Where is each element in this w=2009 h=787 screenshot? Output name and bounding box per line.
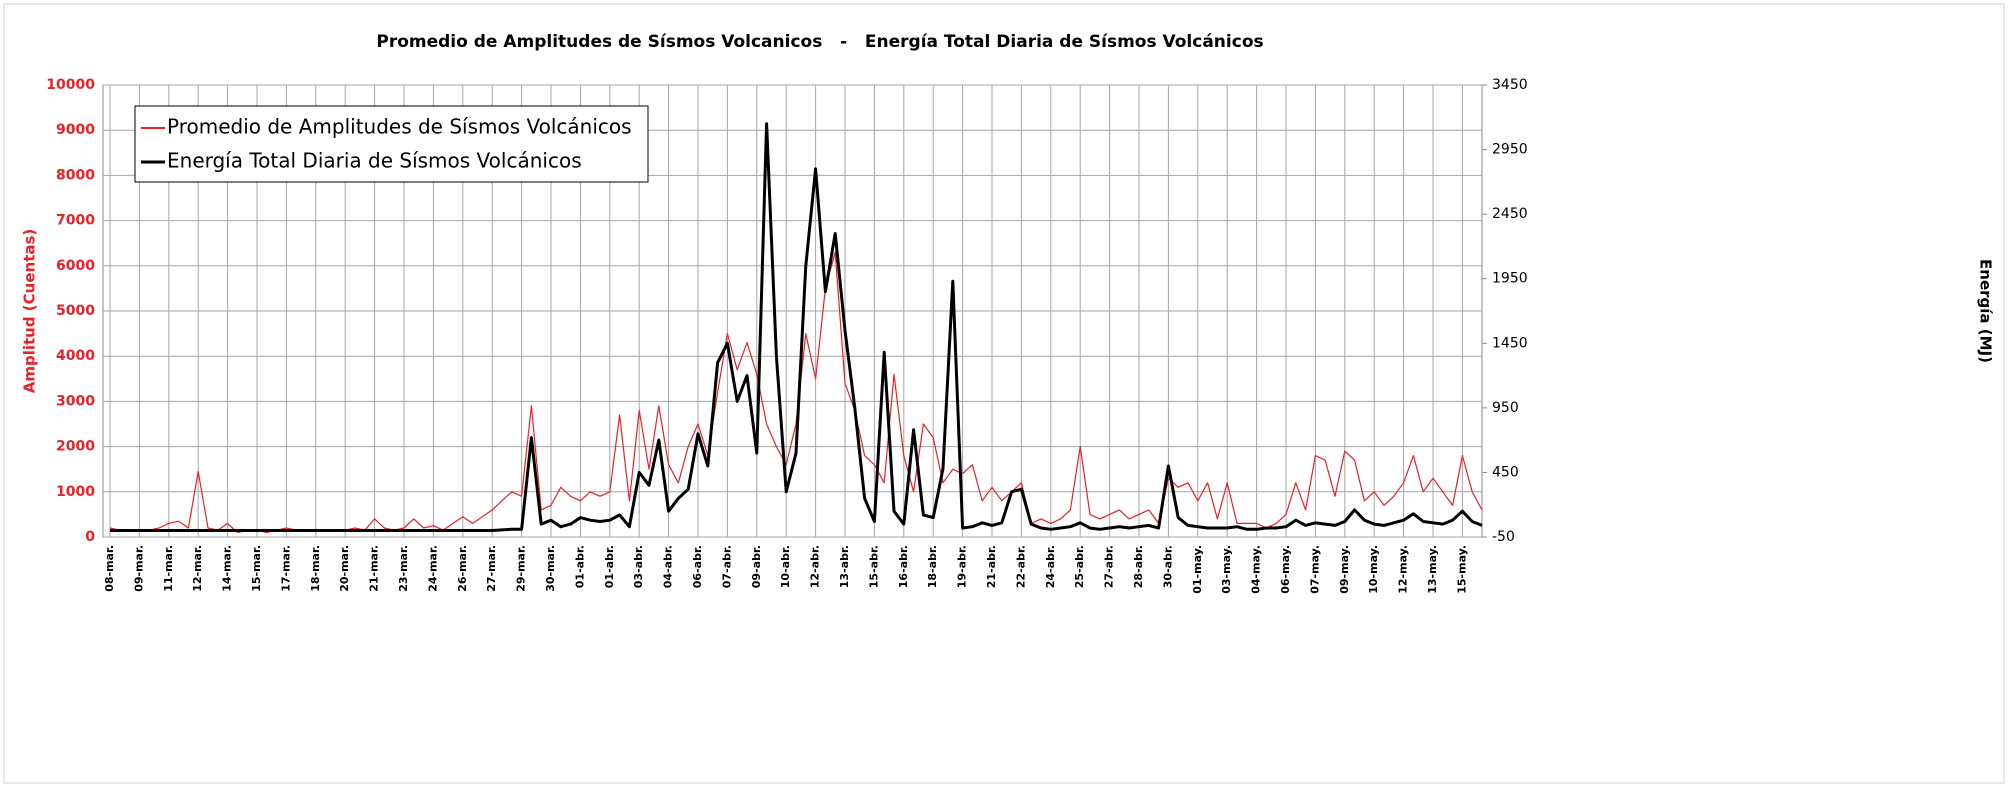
x-tick-label: 09-abr. bbox=[750, 545, 763, 588]
legend-label: Energía Total Diaria de Sísmos Volcánico… bbox=[167, 149, 582, 173]
x-tick-label: 27-mar. bbox=[485, 545, 498, 592]
y2-tick-label: 450 bbox=[1492, 464, 1519, 480]
x-tick-label: 15-mar. bbox=[250, 545, 263, 592]
x-tick-label: 01-abr. bbox=[603, 545, 616, 588]
x-tick-label: 30-mar. bbox=[544, 545, 557, 592]
legend-box bbox=[134, 105, 649, 183]
x-tick-label: 11-mar. bbox=[162, 545, 175, 592]
y-tick-label: 0 bbox=[85, 529, 95, 545]
x-tick-label: 28-abr. bbox=[1132, 545, 1145, 588]
x-tick-label: 30-abr. bbox=[1161, 545, 1174, 588]
x-tick-label: 10-may. bbox=[1367, 545, 1380, 594]
y2-axis-label: Energía (MJ) bbox=[1977, 259, 1995, 363]
x-tick-label: 08-mar. bbox=[103, 545, 116, 592]
y-tick-label: 2000 bbox=[56, 439, 95, 455]
x-tick-label: 03-abr. bbox=[632, 545, 645, 588]
x-tick-label: 25-abr. bbox=[1073, 545, 1086, 588]
y2-tick-label: 1450 bbox=[1492, 335, 1528, 351]
x-tick-label: 01-abr. bbox=[573, 545, 586, 588]
y-tick-label: 4000 bbox=[56, 348, 95, 364]
x-tick-label: 06-may. bbox=[1279, 545, 1292, 594]
x-tick-label: 14-mar. bbox=[221, 545, 234, 592]
x-tick-label: 18-mar. bbox=[309, 545, 322, 592]
x-tick-label: 26-mar. bbox=[456, 545, 469, 592]
x-tick-label: 13-may. bbox=[1426, 545, 1439, 594]
y2-tick-label: 2950 bbox=[1492, 142, 1528, 158]
chart-title: Promedio de Amplitudes de Sísmos Volcani… bbox=[376, 32, 1263, 52]
y-axis-label: Amplitud (Cuentas) bbox=[21, 229, 39, 394]
x-tick-label: 09-may. bbox=[1338, 545, 1351, 594]
x-tick-label: 04-may. bbox=[1250, 545, 1263, 594]
y-tick-label: 6000 bbox=[56, 258, 95, 274]
x-tick-label: 01-may. bbox=[1191, 545, 1204, 594]
x-tick-label: 18-abr. bbox=[926, 545, 939, 588]
y2-tick-label: 3450 bbox=[1492, 77, 1528, 93]
x-tick-label: 24-abr. bbox=[1044, 545, 1057, 588]
x-tick-label: 12-may. bbox=[1397, 545, 1410, 594]
x-tick-label: 20-mar. bbox=[338, 545, 351, 592]
legend-label: Promedio de Amplitudes de Sísmos Volcáni… bbox=[167, 115, 632, 139]
x-tick-label: 06-abr. bbox=[691, 545, 704, 588]
x-tick-label: 21-mar. bbox=[368, 545, 381, 592]
y-tick-label: 1000 bbox=[56, 484, 95, 500]
x-tick-label: 16-abr. bbox=[897, 545, 910, 588]
y2-tick-label: 950 bbox=[1492, 400, 1519, 416]
x-tick-label: 19-abr. bbox=[956, 545, 969, 588]
x-tick-label: 12-mar. bbox=[191, 545, 204, 592]
x-tick-label: 07-may. bbox=[1308, 545, 1321, 594]
y-tick-label: 8000 bbox=[56, 167, 95, 183]
x-tick-label: 03-may. bbox=[1220, 545, 1233, 594]
x-tick-label: 07-abr. bbox=[720, 545, 733, 588]
x-tick-label: 27-abr. bbox=[1103, 545, 1116, 588]
x-tick-label: 29-mar. bbox=[515, 545, 528, 592]
x-tick-label: 04-abr. bbox=[662, 545, 675, 588]
x-tick-label: 09-mar. bbox=[132, 545, 145, 592]
x-tick-label: 23-mar. bbox=[397, 545, 410, 592]
x-tick-label: 15-may. bbox=[1455, 545, 1468, 594]
y-tick-label: 7000 bbox=[56, 213, 95, 229]
x-tick-label: 13-abr. bbox=[838, 545, 851, 588]
x-tick-label: 21-abr. bbox=[985, 545, 998, 588]
x-tick-label: 12-abr. bbox=[809, 545, 822, 588]
y-tick-label: 3000 bbox=[56, 393, 95, 409]
x-tick-label: 17-mar. bbox=[279, 545, 292, 592]
y-tick-label: 9000 bbox=[56, 122, 95, 138]
series-line bbox=[110, 122, 1483, 532]
y2-tick-label: 2450 bbox=[1492, 206, 1528, 222]
y-tick-label: 5000 bbox=[56, 303, 95, 319]
y2-tick-label: -50 bbox=[1492, 529, 1515, 545]
x-tick-label: 22-abr. bbox=[1014, 545, 1027, 588]
y-tick-label: 10000 bbox=[46, 77, 95, 93]
x-tick-label: 24-mar. bbox=[426, 545, 439, 592]
x-tick-label: 10-abr. bbox=[779, 545, 792, 588]
x-tick-label: 15-abr. bbox=[867, 545, 880, 588]
y2-tick-label: 1950 bbox=[1492, 271, 1528, 287]
